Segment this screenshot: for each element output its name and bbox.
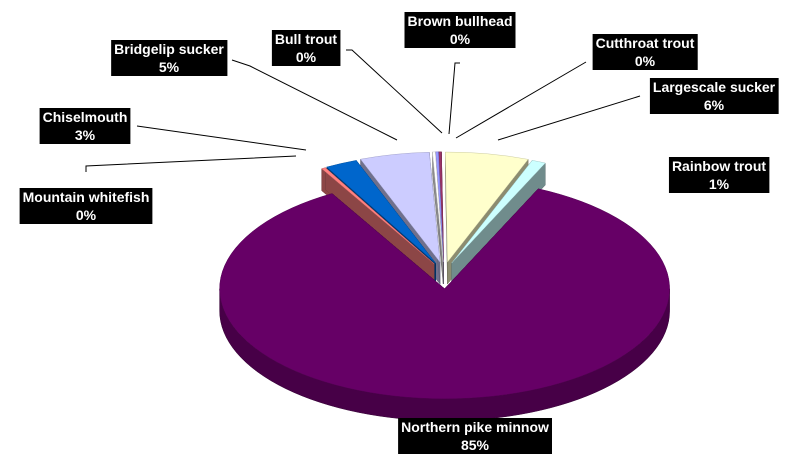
pie-slice-top-bridgelip-sucker [360, 152, 441, 263]
slice-label-bg-largescale-sucker [649, 78, 779, 114]
slice-label-name-bridgelip-sucker: Bridgelip sucker [114, 41, 224, 57]
slice-label-northern-pike-minnow: Northern pike minnow 85% [398, 418, 552, 454]
slice-label-bg-chiselmouth [39, 108, 131, 144]
pie-slice-top-chiselmouth [326, 160, 436, 264]
slice-label-pct-mountain-whitefish: 0% [76, 207, 97, 223]
pie-slice-bull-trout [432, 151, 444, 284]
slice-label-pct-bull-trout: 0% [296, 49, 317, 65]
pie-slice-top-largescale-sucker [445, 151, 529, 263]
slice-label-pct-chiselmouth: 3% [75, 127, 96, 143]
leader-line-chiselmouth [136, 125, 307, 151]
pie-slice-top-mountain-whitefish [321, 167, 435, 265]
slice-label-name-bull-trout: Bull trout [275, 31, 338, 47]
leader-line-mountain-whitefish [85, 155, 297, 172]
slice-label-name-chiselmouth: Chiselmouth [43, 109, 128, 125]
slice-label-pct-brown-bullhead: 0% [450, 31, 471, 47]
pie-slices [219, 151, 670, 421]
slice-label-pct-cutthroat-trout: 0% [635, 53, 656, 69]
slice-label-name-largescale-sucker: Largescale sucker [653, 79, 776, 95]
pie-slice-top-bull-trout [432, 151, 444, 262]
pie-slice-rainbow-trout [451, 159, 546, 286]
slice-label-name-northern-pike-minnow: Northern pike minnow [401, 419, 549, 435]
leader-line-largescale-sucker [497, 95, 641, 141]
slice-label-bg-brown-bullhead [404, 12, 516, 48]
slice-label-pct-bridgelip-sucker: 5% [159, 59, 180, 75]
slice-label-pct-northern-pike-minnow: 85% [461, 437, 490, 453]
leader-line-brown-bullhead [448, 62, 460, 135]
slice-label-bg-bridgelip-sucker [111, 40, 228, 76]
pie-slice-top-northern-pike-minnow [219, 188, 670, 400]
leader-line-bull-trout [346, 49, 443, 134]
slice-label-bg-rainbow-trout [668, 157, 770, 193]
pie-slice-northern-pike-minnow [219, 188, 670, 421]
slice-labels: Brown bullhead 0% Cutthroat trout 0% Largesc… [19, 12, 779, 454]
slice-label-chiselmouth: Chiselmouth 3% [39, 108, 131, 144]
leader-line-bridgelip-sucker [231, 59, 398, 141]
leader-lines [85, 49, 641, 172]
slice-label-bg-bull-trout [271, 30, 341, 66]
slice-label-rainbow-trout: Rainbow trout 1% [668, 157, 770, 193]
slice-label-cutthroat-trout: Cutthroat trout 0% [592, 34, 698, 70]
slice-label-pct-largescale-sucker: 6% [704, 97, 725, 113]
slice-label-bridgelip-sucker: Bridgelip sucker 5% [111, 40, 228, 76]
slice-label-name-rainbow-trout: Rainbow trout [672, 158, 766, 174]
slice-label-name-cutthroat-trout: Cutthroat trout [596, 35, 695, 51]
slice-label-name-mountain-whitefish: Mountain whitefish [23, 189, 150, 205]
slice-label-name-brown-bullhead: Brown bullhead [408, 13, 513, 29]
slice-label-pct-rainbow-trout: 1% [709, 176, 730, 192]
slice-label-mountain-whitefish: Mountain whitefish 0% [19, 188, 153, 224]
slice-label-bull-trout: Bull trout 0% [271, 30, 341, 66]
slice-label-bg-mountain-whitefish [19, 188, 153, 224]
pie-slice-top-rainbow-trout [451, 160, 546, 264]
leader-line-cutthroat-trout [455, 61, 587, 139]
slice-label-brown-bullhead: Brown bullhead 0% [404, 12, 516, 48]
slice-label-largescale-sucker: Largescale sucker 6% [649, 78, 779, 114]
slice-label-bg-cutthroat-trout [592, 34, 698, 70]
slice-label-bg-northern-pike-minnow [398, 418, 552, 454]
